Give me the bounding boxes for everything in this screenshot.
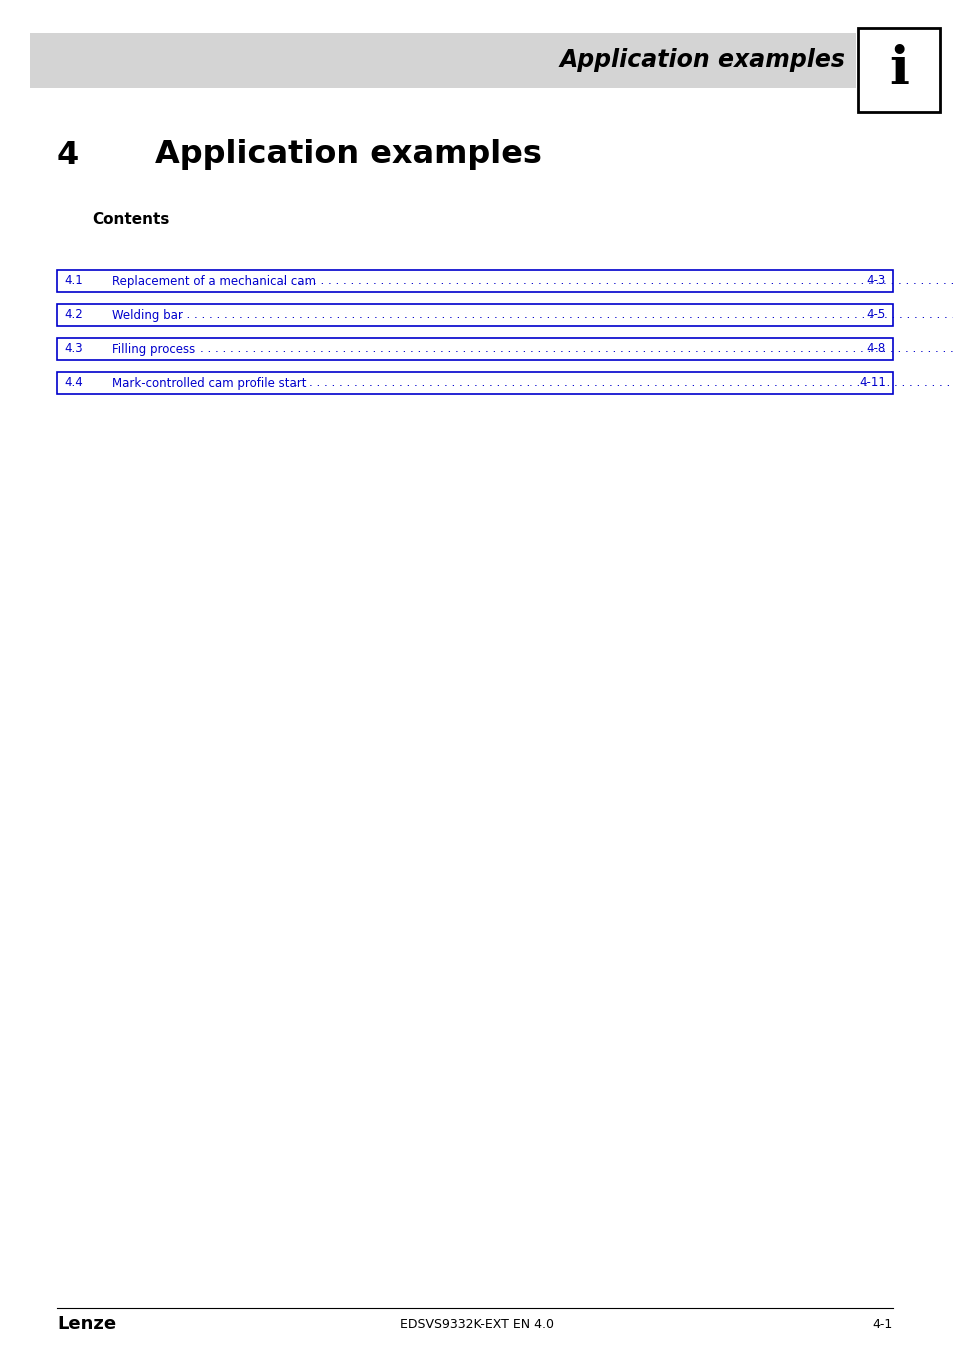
Bar [57, 304, 892, 325]
Text: 4.4: 4.4 [64, 377, 83, 390]
Text: Application examples: Application examples [559, 49, 845, 73]
Text: 4.2: 4.2 [64, 309, 83, 321]
Text: Lenze: Lenze [57, 1315, 116, 1332]
Text: 4-5: 4-5 [866, 309, 885, 321]
Text: 4: 4 [57, 139, 79, 170]
Text: 4-1: 4-1 [872, 1318, 892, 1331]
Text: i: i [888, 45, 908, 96]
Text: . . . . . . . . . . . . . . . . . . . . . . . . . . . . . . . . . . . . . . . . : . . . . . . . . . . . . . . . . . . . . … [294, 377, 953, 390]
Bar [30, 32, 855, 88]
Text: 4-8: 4-8 [866, 343, 885, 355]
Text: EDSVS9332K-EXT EN 4.0: EDSVS9332K-EXT EN 4.0 [399, 1318, 554, 1331]
Text: Welding bar: Welding bar [112, 309, 183, 321]
Text: . . . . . . . . . . . . . . . . . . . . . . . . . . . . . . . . . . . . . . . . : . . . . . . . . . . . . . . . . . . . . … [283, 274, 953, 288]
Bar [857, 28, 939, 112]
Text: 4-3: 4-3 [866, 274, 885, 288]
Bar [57, 270, 892, 292]
Text: 4-11: 4-11 [859, 377, 885, 390]
Text: 4.3: 4.3 [64, 343, 83, 355]
Text: . . . . . . . . . . . . . . . . . . . . . . . . . . . . . . . . . . . . . . . . : . . . . . . . . . . . . . . . . . . . . … [179, 309, 953, 321]
Text: 4.1: 4.1 [64, 274, 83, 288]
Text: Mark-controlled cam profile start: Mark-controlled cam profile start [112, 377, 306, 390]
Text: Contents: Contents [91, 212, 170, 228]
Text: Filling process: Filling process [112, 343, 195, 355]
Text: Application examples: Application examples [154, 139, 541, 170]
Bar [57, 373, 892, 394]
Text: Replacement of a mechanical cam: Replacement of a mechanical cam [112, 274, 315, 288]
Text: . . . . . . . . . . . . . . . . . . . . . . . . . . . . . . . . . . . . . . . . : . . . . . . . . . . . . . . . . . . . . … [200, 343, 953, 355]
Bar [57, 338, 892, 360]
